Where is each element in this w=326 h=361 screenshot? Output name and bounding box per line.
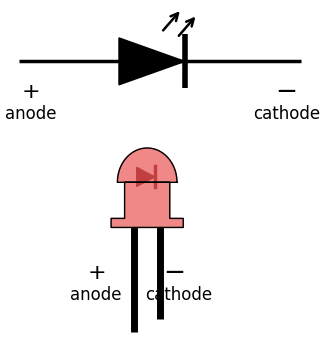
Text: +: + bbox=[22, 82, 40, 102]
Polygon shape bbox=[137, 168, 155, 186]
Text: −: − bbox=[163, 260, 185, 286]
Text: anode: anode bbox=[6, 105, 57, 123]
Polygon shape bbox=[111, 148, 183, 227]
Text: −: − bbox=[275, 79, 298, 105]
Polygon shape bbox=[119, 38, 185, 85]
Text: +: + bbox=[88, 262, 106, 283]
Text: cathode: cathode bbox=[145, 286, 212, 304]
Text: cathode: cathode bbox=[253, 105, 320, 123]
Text: anode: anode bbox=[70, 286, 121, 304]
